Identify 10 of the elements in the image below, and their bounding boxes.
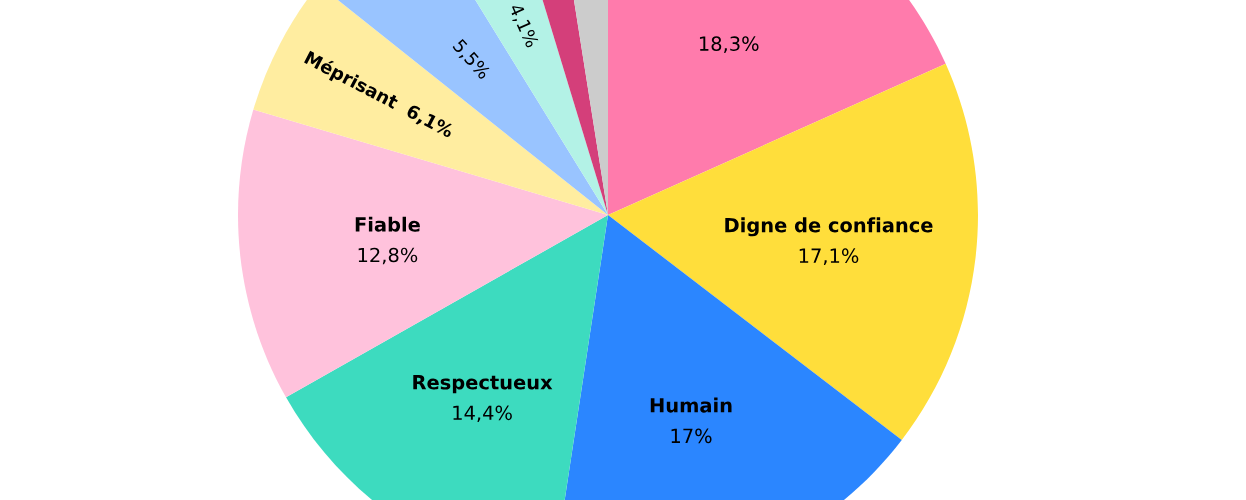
data-label: 14,4% — [453, 405, 512, 423]
data-label: 17% — [671, 428, 712, 444]
data-label: 4,1% — [507, 2, 540, 50]
slice-label: Respectueux — [413, 375, 553, 394]
slice-label: Humain — [650, 397, 732, 413]
data-label: 17,1% — [799, 248, 859, 266]
data-label: 18,3% — [699, 36, 759, 53]
data-label: 12,8% — [358, 247, 418, 265]
slice-label: Digne de confiance — [725, 217, 933, 237]
slice-label: Fiable — [355, 216, 420, 232]
